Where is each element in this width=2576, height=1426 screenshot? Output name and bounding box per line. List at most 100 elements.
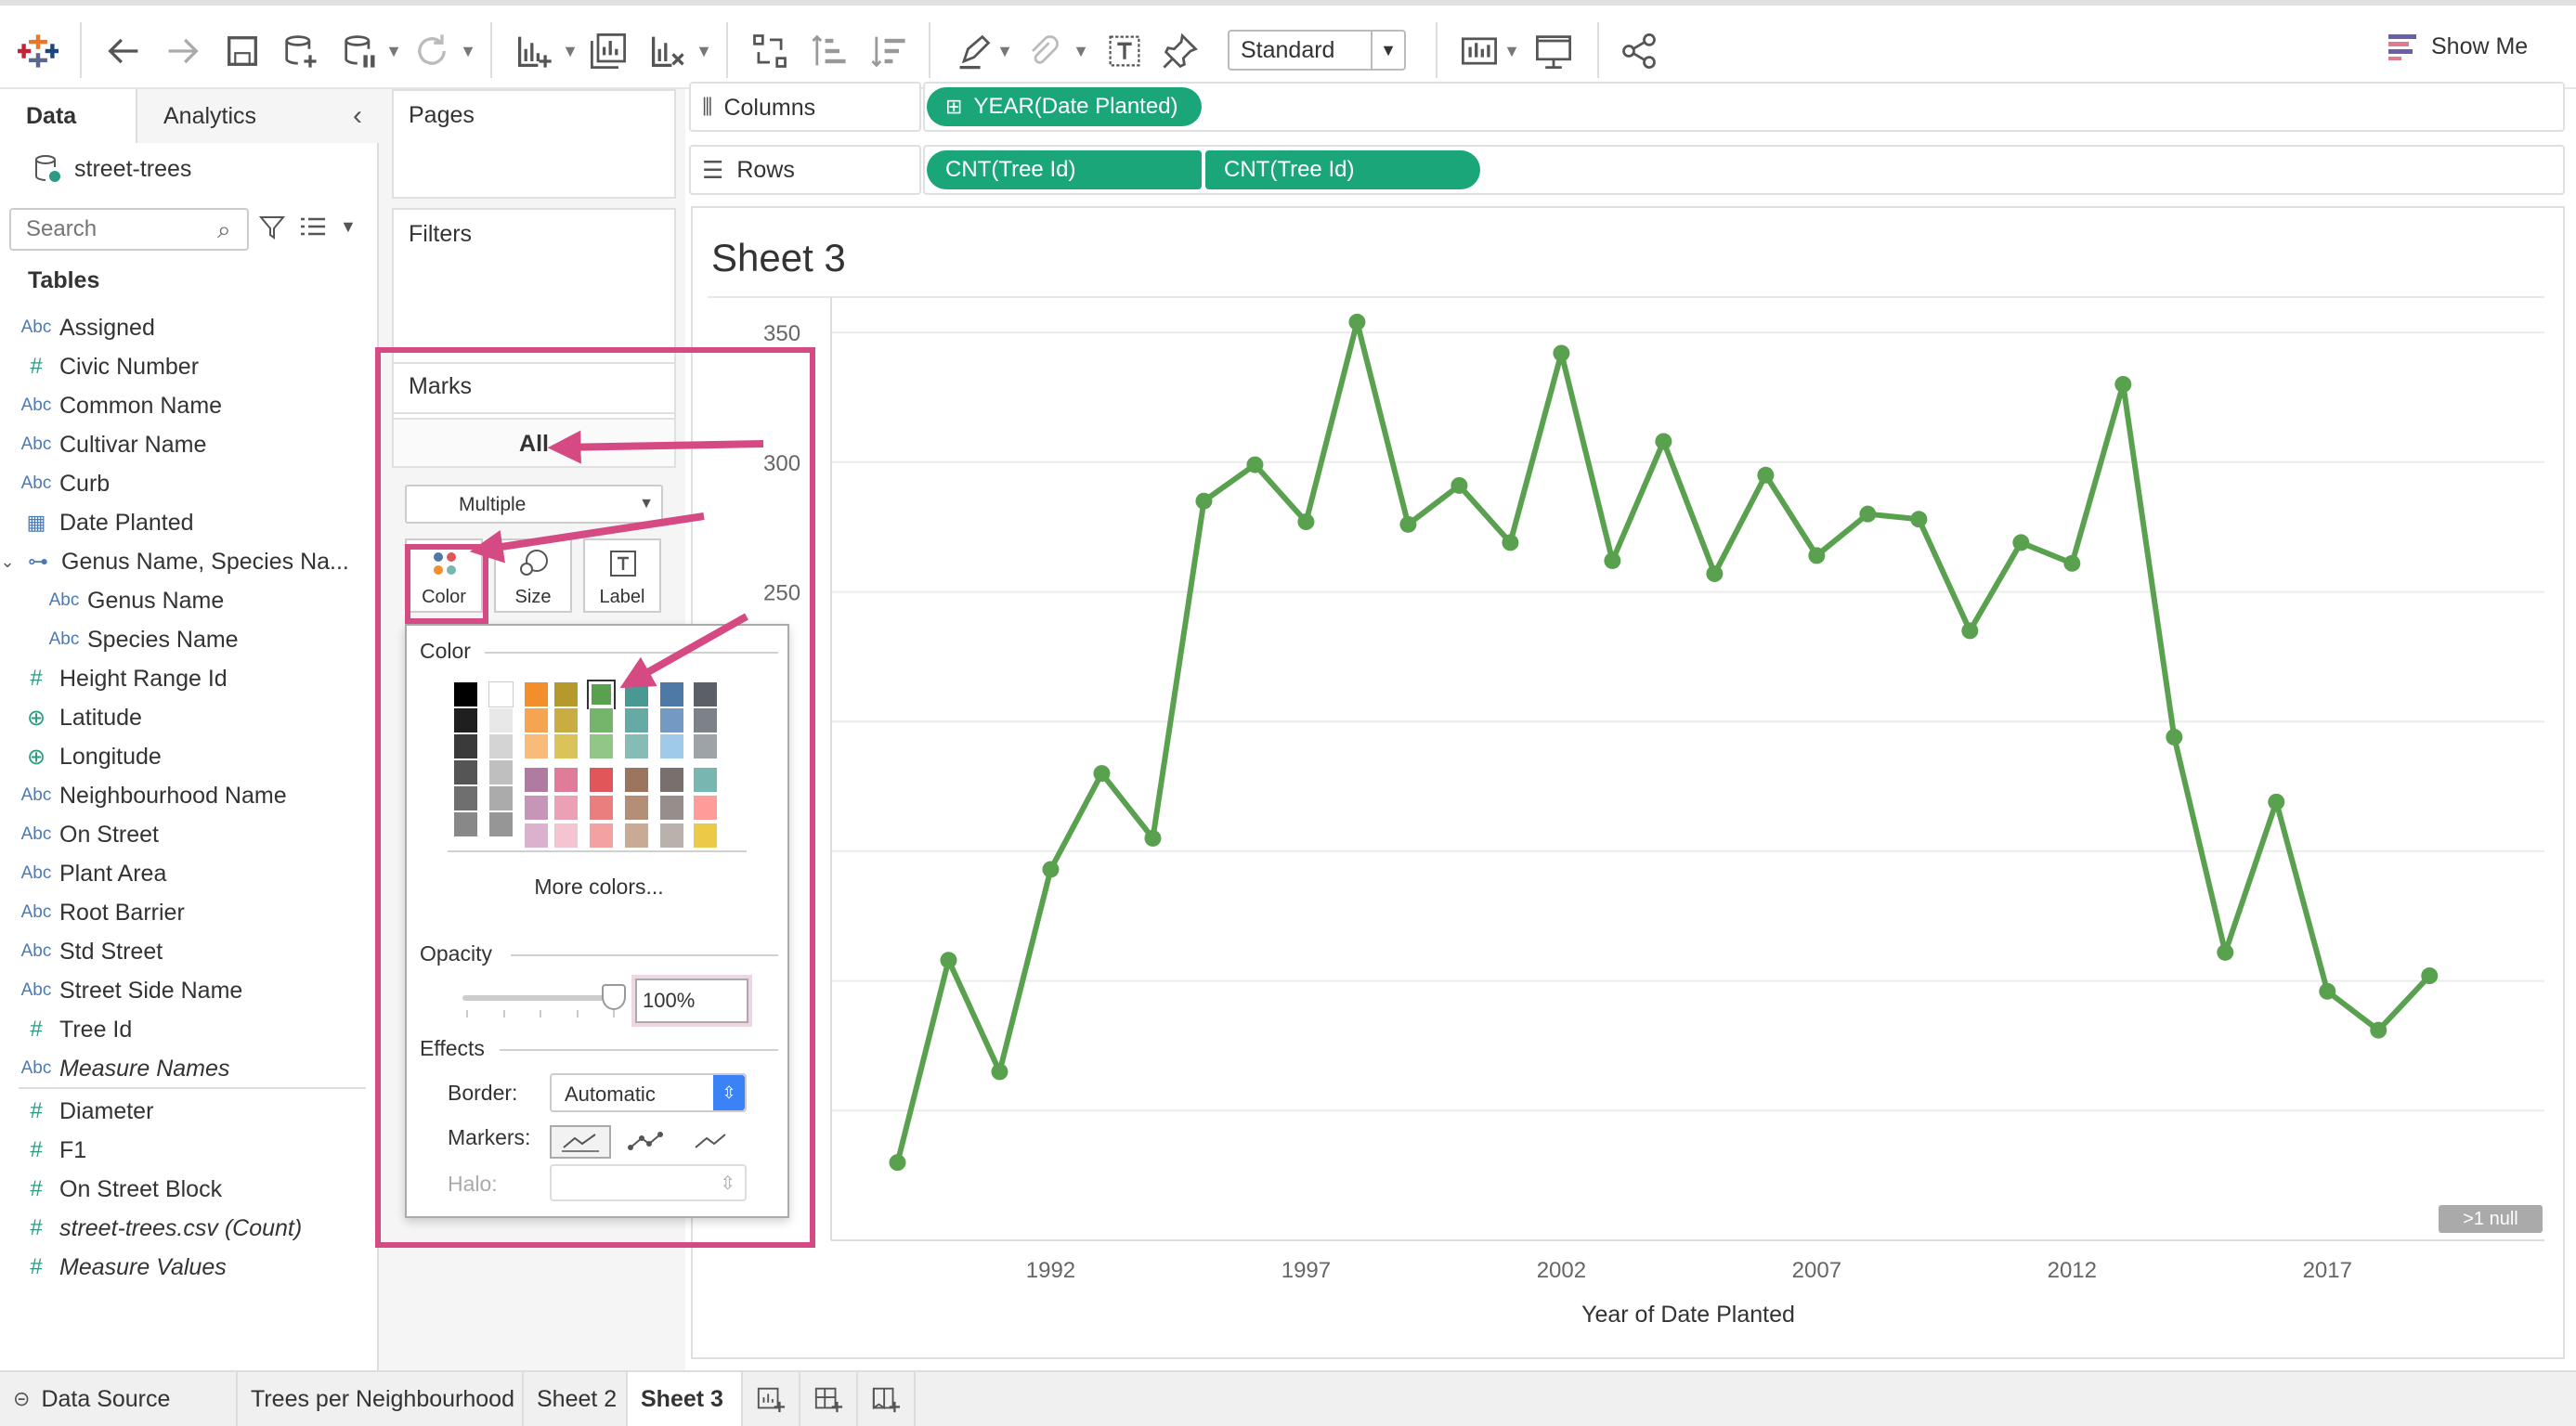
color-swatch[interactable]: [524, 733, 549, 759]
swap-rows-columns-icon[interactable]: [747, 24, 793, 78]
color-swatch[interactable]: [659, 767, 684, 793]
color-swatch[interactable]: [659, 681, 684, 707]
color-swatch[interactable]: [693, 707, 718, 733]
new-story-tab-icon[interactable]: [858, 1372, 916, 1426]
tab-trees-per-neighbourhood[interactable]: Trees per Neighbourhood: [238, 1372, 524, 1426]
search-input[interactable]: [9, 208, 249, 251]
color-swatch[interactable]: [693, 767, 718, 793]
color-swatch[interactable]: [488, 681, 514, 707]
show-me-button[interactable]: Show Me: [2388, 33, 2528, 60]
color-swatch[interactable]: [589, 733, 614, 759]
refresh-icon[interactable]: [409, 24, 455, 78]
color-button[interactable]: Color: [405, 538, 483, 613]
color-swatch[interactable]: [524, 823, 549, 849]
pill-year-date-planted[interactable]: ⊞ YEAR(Date Planted): [927, 87, 1202, 126]
color-swatch[interactable]: [624, 823, 649, 849]
field-longitude[interactable]: ⊕ Longitude: [13, 737, 162, 776]
share-icon[interactable]: [1616, 24, 1662, 78]
field-civic-number[interactable]: # Civic Number: [13, 347, 199, 386]
field-height-range-id[interactable]: # Height Range Id: [13, 659, 227, 698]
color-swatch[interactable]: [553, 795, 579, 821]
color-swatch[interactable]: [589, 707, 614, 733]
sort-descending-icon[interactable]: [865, 24, 912, 78]
color-swatch[interactable]: [488, 785, 514, 811]
field-on-street-block[interactable]: # On Street Block: [13, 1170, 222, 1209]
filter-icon[interactable]: [258, 214, 286, 246]
chevron-down-icon[interactable]: ▼: [562, 41, 579, 60]
pill-cnt-tree-id[interactable]: CNT(Tree Id): [927, 150, 1202, 189]
field-genus-name[interactable]: Abc Genus Name: [41, 581, 225, 620]
color-swatch[interactable]: [553, 767, 579, 793]
markers-automatic-button[interactable]: [550, 1125, 611, 1159]
color-swatch[interactable]: [659, 733, 684, 759]
color-swatch[interactable]: [524, 707, 549, 733]
field-date-planted[interactable]: ▦ Date Planted: [13, 503, 194, 542]
color-swatch[interactable]: [589, 795, 614, 821]
color-swatch[interactable]: [453, 785, 478, 811]
tab-sheet-2[interactable]: Sheet 2: [524, 1372, 628, 1426]
color-swatch[interactable]: [524, 795, 549, 821]
color-swatch[interactable]: [453, 733, 478, 759]
color-swatch[interactable]: [453, 707, 478, 733]
color-swatch[interactable]: [524, 767, 549, 793]
color-swatch[interactable]: [693, 681, 718, 707]
color-swatch[interactable]: [488, 733, 514, 759]
field-measure-values[interactable]: # Measure Values: [13, 1248, 226, 1287]
presentation-icon[interactable]: [1530, 24, 1577, 78]
chevron-down-icon[interactable]: ▼: [996, 41, 1013, 60]
field-species-name[interactable]: Abc Species Name: [41, 620, 239, 659]
color-swatch[interactable]: [587, 680, 616, 709]
tab-analytics[interactable]: Analytics ‹: [137, 89, 379, 143]
color-swatch[interactable]: [693, 795, 718, 821]
new-worksheet-tab-icon[interactable]: [743, 1372, 800, 1426]
color-swatch[interactable]: [553, 733, 579, 759]
pill-cnt-tree-id[interactable]: CNT(Tree Id): [1205, 150, 1480, 189]
pages-card[interactable]: Pages: [392, 89, 676, 199]
color-swatch[interactable]: [553, 707, 579, 733]
new-datasource-icon[interactable]: [277, 24, 323, 78]
label-button[interactable]: Label: [583, 538, 661, 613]
tab-data[interactable]: Data: [0, 89, 137, 143]
save-icon[interactable]: [219, 24, 266, 78]
tab-data-source[interactable]: ⊝ Data Source: [0, 1372, 238, 1426]
color-swatch[interactable]: [589, 767, 614, 793]
field-measure-names[interactable]: Abc Measure Names: [13, 1049, 230, 1088]
chevron-down-icon[interactable]: ▼: [385, 41, 402, 60]
sheet-title[interactable]: Sheet 3: [711, 236, 846, 279]
tableau-logo-icon[interactable]: [17, 24, 59, 78]
field-common-name[interactable]: Abc Common Name: [13, 386, 222, 425]
chevron-down-icon[interactable]: ▼: [1073, 41, 1089, 60]
field-diameter[interactable]: # Diameter: [13, 1092, 153, 1131]
clear-sheet-icon[interactable]: [644, 24, 691, 78]
color-swatch[interactable]: [693, 733, 718, 759]
paperclip-icon[interactable]: [1020, 24, 1066, 78]
field-latitude[interactable]: ⊕ Latitude: [13, 698, 142, 737]
show-cards-icon[interactable]: [1456, 24, 1503, 78]
color-swatch[interactable]: [524, 681, 549, 707]
mark-type-dropdown[interactable]: Multiple ▼: [405, 485, 663, 524]
fit-dropdown[interactable]: Standard ▼: [1228, 30, 1406, 71]
color-swatch[interactable]: [624, 681, 649, 707]
color-swatch[interactable]: [453, 759, 478, 785]
field-curb[interactable]: Abc Curb: [13, 464, 111, 503]
back-arrow-icon[interactable]: [100, 24, 147, 78]
color-swatch[interactable]: [624, 707, 649, 733]
color-swatch[interactable]: [488, 707, 514, 733]
color-swatch[interactable]: [693, 823, 718, 849]
chevron-down-icon[interactable]: ▼: [340, 217, 357, 236]
highlight-pen-icon[interactable]: [951, 24, 997, 78]
markers-none-button[interactable]: [680, 1125, 741, 1159]
chevron-down-icon[interactable]: ▼: [460, 41, 476, 60]
field-genus-species-hierarchy[interactable]: ⌄ ⊶ Genus Name, Species Na...: [0, 542, 348, 581]
more-colors-button[interactable]: More colors...: [534, 875, 664, 899]
new-worksheet-icon[interactable]: [511, 24, 557, 78]
datasource-item[interactable]: street-trees: [33, 145, 191, 193]
chevron-down-icon[interactable]: ▼: [696, 41, 712, 60]
color-swatch[interactable]: [553, 823, 579, 849]
border-dropdown[interactable]: Automatic ⇳: [550, 1073, 747, 1112]
field-root-barrier[interactable]: Abc Root Barrier: [13, 893, 185, 932]
null-indicator-badge[interactable]: >1 null: [2439, 1205, 2543, 1233]
field-std-street[interactable]: Abc Std Street: [13, 932, 163, 971]
forward-arrow-icon[interactable]: [160, 24, 206, 78]
marks-all-tab[interactable]: All: [392, 418, 676, 468]
